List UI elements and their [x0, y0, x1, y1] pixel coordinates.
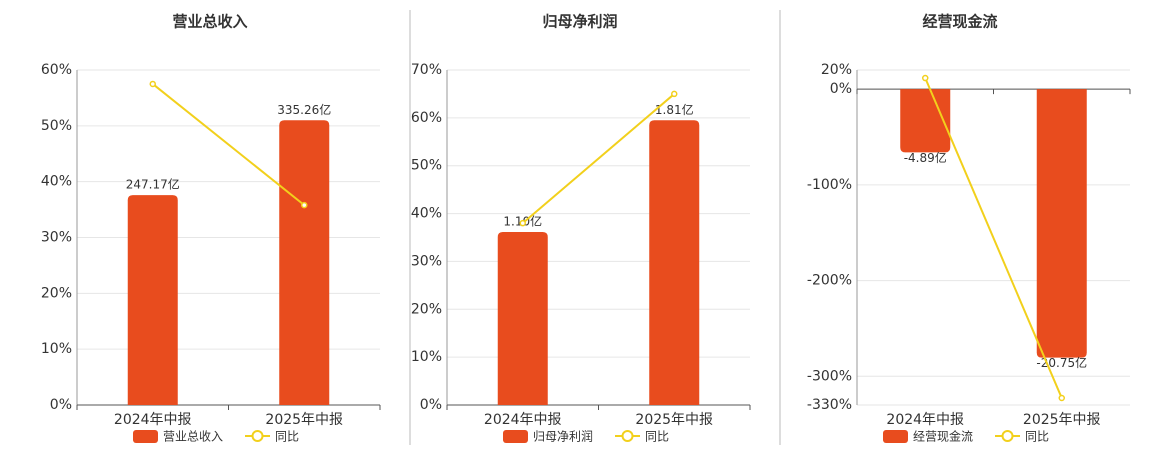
chart-title: 归母净利润	[542, 13, 617, 31]
y-tick-label: 0%	[420, 397, 442, 413]
x-tick-label: 2024年中报	[886, 412, 964, 428]
line-point	[519, 219, 526, 227]
y-tick-label: 50%	[41, 118, 72, 134]
x-tick-label: 2024年中报	[484, 412, 562, 428]
x-tick-label: 2025年中报	[265, 412, 343, 428]
y-tick-label: 0%	[830, 81, 852, 97]
legend-label: 同比	[275, 430, 299, 444]
line	[924, 77, 1063, 399]
y-tick-label: 70%	[411, 62, 442, 78]
x-tick-label: 2024年中报	[114, 412, 192, 428]
bar	[279, 120, 330, 405]
legend-label: 经营现金流	[913, 429, 973, 444]
y-tick-label: 10%	[41, 341, 72, 357]
y-tick-label: 30%	[41, 230, 72, 246]
y-tick-label: 20%	[411, 301, 442, 317]
value-label: 247.17亿	[126, 177, 180, 192]
y-tick-label: 20%	[41, 285, 72, 301]
legend-label: 营业总收入	[163, 430, 223, 444]
y-tick-label: 40%	[411, 206, 442, 222]
legend-swatch	[503, 430, 528, 443]
chart-title: 经营现金流	[922, 13, 997, 31]
y-tick-label: 30%	[411, 253, 442, 269]
y-tick-label: 60%	[411, 110, 442, 126]
x-tick-label: 2025年中报	[635, 412, 713, 428]
line-point	[922, 74, 929, 82]
line	[152, 83, 305, 206]
bar	[1036, 89, 1087, 358]
legend-swatch	[1001, 430, 1014, 442]
line-point	[671, 90, 678, 98]
bar	[127, 195, 178, 405]
value-label: 1.81亿	[655, 102, 694, 117]
legend-swatch	[251, 430, 264, 442]
bar	[649, 120, 700, 405]
y-tick-label: -300%	[807, 368, 852, 384]
legend-swatch	[133, 430, 158, 443]
line-point	[149, 80, 156, 88]
y-tick-label: 10%	[411, 349, 442, 365]
y-tick-label: 50%	[411, 158, 442, 174]
legend-label: 同比	[645, 430, 669, 444]
line-point	[301, 201, 308, 209]
y-tick-label: -100%	[807, 177, 852, 193]
chart-title: 营业总收入	[172, 13, 247, 31]
y-tick-label: 60%	[41, 62, 72, 78]
value-label: 335.26亿	[277, 102, 331, 117]
y-tick-label: 40%	[41, 174, 72, 190]
x-tick-label: 2025年中报	[1023, 412, 1101, 428]
value-label: -4.89亿	[904, 150, 947, 165]
legend-label: 归母净利润	[533, 430, 593, 444]
line	[522, 93, 675, 224]
y-tick-label: -200%	[807, 273, 852, 289]
legend-swatch	[883, 430, 908, 443]
legend-label: 同比	[1025, 430, 1049, 444]
line-point	[1058, 394, 1065, 402]
y-tick-label: 20%	[821, 62, 852, 78]
bar	[497, 231, 548, 405]
y-tick-label: -330%	[807, 397, 852, 413]
y-tick-label: 0%	[50, 397, 72, 413]
legend-swatch	[621, 430, 634, 442]
